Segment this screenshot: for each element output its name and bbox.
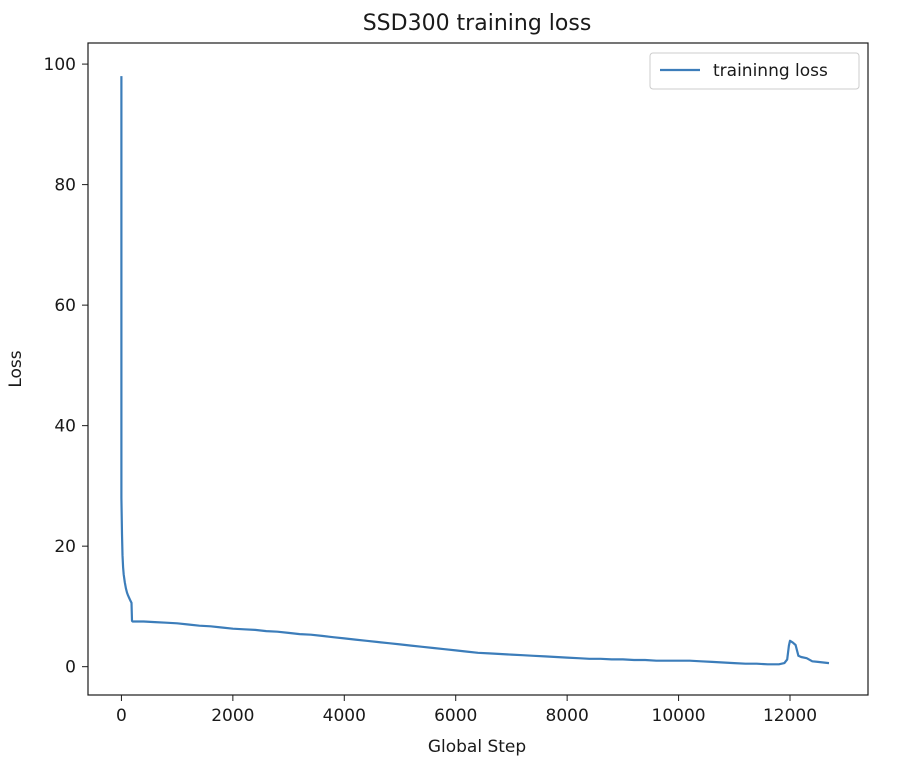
y-tick-label: 0: [65, 658, 76, 678]
x-tick-label: 0: [116, 706, 127, 726]
plot-frame: [87, 42, 869, 696]
y-axis-label: Loss: [6, 350, 26, 387]
y-tick-label: 60: [54, 296, 76, 316]
y-tick-label: 80: [54, 176, 76, 196]
x-axis-label: Global Step: [428, 737, 526, 757]
x-tick-label: 6000: [434, 706, 477, 726]
x-tick-label: 8000: [546, 706, 589, 726]
x-tick-label: 12000: [763, 706, 817, 726]
chart-title: SSD300 training loss: [363, 11, 592, 36]
x-tick-label: 4000: [323, 706, 366, 726]
legend: traininng loss: [649, 52, 860, 90]
y-tick-label: 20: [54, 537, 76, 557]
series-line-training-loss: [120, 76, 830, 666]
legend-box: [649, 52, 860, 90]
x-tick-label: 10000: [652, 706, 706, 726]
y-tick-label: 40: [54, 417, 76, 437]
plot-area: 0 2000 4000 6000 8000 10000 12000 0 20 40 60 80 100: [44, 55, 830, 726]
legend-label: traininng loss: [713, 61, 828, 81]
y-tick-label: 100: [44, 55, 76, 75]
x-tick-label: 2000: [211, 706, 254, 726]
